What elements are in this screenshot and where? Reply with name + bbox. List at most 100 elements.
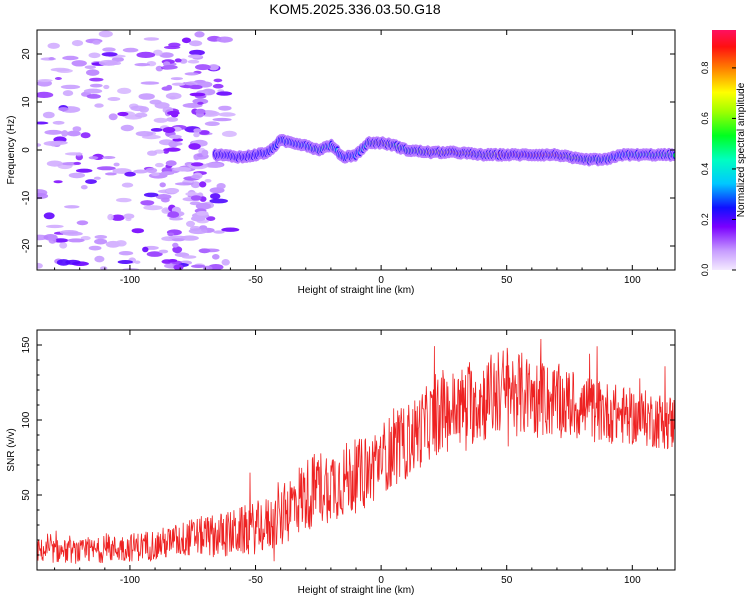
- noise-blob: [190, 195, 202, 201]
- noise-blob: [208, 63, 219, 71]
- colorbar-ticks: 0.0 0.2 0.4 0.6 0.8: [700, 62, 736, 277]
- noise-blob: [47, 42, 60, 49]
- noise-blob: [155, 162, 164, 168]
- noise-blob: [168, 140, 179, 148]
- noise-blob: [80, 185, 88, 190]
- noise-blob: [67, 238, 85, 243]
- noise-blob: [204, 162, 224, 168]
- noise-blob: [140, 81, 160, 85]
- noise-blob: [212, 253, 220, 260]
- noise-blob: [185, 192, 199, 196]
- noise-blob: [62, 55, 79, 61]
- noise-blob: [195, 64, 211, 71]
- colorbar-tick-label: 0.6: [700, 112, 710, 125]
- spectrogram-y-axis-label: Frequency (Hz): [6, 116, 17, 185]
- snr-panel: -100 -50 0 50 100 50 100 150 Height of straight…: [6, 329, 676, 596]
- x-tick-label: 100: [624, 575, 641, 586]
- noise-blob: [94, 235, 108, 239]
- noise-blob: [218, 105, 232, 111]
- noise-blob: [111, 214, 125, 221]
- noise-blob: [212, 117, 232, 122]
- noise-blob: [213, 230, 225, 234]
- noise-blob: [169, 217, 184, 221]
- noise-blob: [193, 128, 202, 133]
- noise-blob: [187, 59, 200, 64]
- noise-blob: [64, 152, 83, 156]
- noise-blob: [89, 77, 104, 82]
- noise-blob: [88, 245, 102, 251]
- colorbar-gradient: [712, 30, 736, 270]
- noise-blob: [173, 167, 192, 172]
- noise-blob: [80, 236, 91, 241]
- noise-blob: [103, 84, 110, 90]
- noise-blob: [150, 127, 163, 132]
- noise-blob: [212, 83, 224, 89]
- colorbar-tick-label: 0.0: [700, 264, 710, 277]
- noise-blob: [147, 150, 158, 156]
- noise-blob: [167, 110, 180, 116]
- noise-blob: [216, 36, 233, 43]
- noise-blob: [43, 141, 63, 146]
- noise-blob: [92, 40, 101, 45]
- noise-blob: [138, 93, 155, 100]
- noise-blob: [117, 111, 129, 117]
- noise-blob: [167, 232, 175, 237]
- noise-blob: [61, 130, 69, 137]
- noise-blob: [160, 171, 175, 176]
- noise-blob: [98, 30, 113, 38]
- noise-blob: [167, 259, 178, 263]
- noise-blob: [199, 225, 208, 230]
- noise-blob: [171, 238, 185, 242]
- noise-blob: [37, 79, 53, 82]
- noise-blob: [174, 182, 194, 186]
- noise-blob: [159, 52, 174, 58]
- noise-blob: [189, 92, 206, 97]
- colorbar: 0.0 0.2 0.4 0.6 0.8 Normalized spectral ampl…: [700, 30, 747, 276]
- x-tick-label: 0: [378, 575, 384, 586]
- noise-blob: [165, 160, 177, 167]
- noise-blob: [54, 77, 62, 80]
- noise-blob: [88, 52, 101, 59]
- noise-blob: [135, 131, 154, 137]
- noise-blob: [195, 108, 206, 114]
- x-tick-label: 0: [378, 275, 384, 286]
- noise-blob: [44, 129, 63, 135]
- noise-blob: [221, 130, 237, 137]
- noise-blob: [85, 179, 97, 185]
- noise-blob: [197, 101, 204, 105]
- noise-blob: [204, 121, 220, 126]
- noise-blob: [84, 65, 97, 69]
- snr-x-axis-label: Height of straight line (km): [298, 585, 415, 596]
- noise-blob: [53, 180, 63, 184]
- figure-title: KOM5.2025.336.03.50.G18: [269, 1, 440, 17]
- noise-blob: [71, 40, 84, 47]
- noise-blob: [88, 156, 99, 160]
- noise-blob: [216, 91, 233, 96]
- noise-blob: [139, 106, 149, 113]
- noise-blob: [153, 49, 163, 56]
- noise-blob: [134, 260, 141, 264]
- noise-blob: [107, 97, 121, 101]
- noise-blob: [42, 111, 55, 119]
- y-tick-label: 150: [21, 336, 32, 353]
- x-tick-label: -100: [120, 575, 140, 586]
- noise-blob: [162, 127, 176, 133]
- noise-blob: [46, 160, 63, 167]
- noise-blob: [66, 130, 81, 137]
- noise-blob: [165, 92, 182, 100]
- noise-blob: [170, 77, 183, 81]
- noise-blob: [167, 211, 180, 218]
- colorbar-tick-label: 0.4: [700, 163, 710, 176]
- noise-blob: [172, 242, 179, 248]
- snr-plot-area: [37, 330, 675, 570]
- noise-blob: [168, 42, 181, 48]
- noise-blob: [45, 224, 64, 229]
- noise-blob: [52, 238, 69, 243]
- noise-blob: [37, 91, 54, 98]
- noise-blob: [198, 130, 210, 135]
- noise-blob: [98, 59, 118, 66]
- y-tick-label: -20: [21, 238, 32, 253]
